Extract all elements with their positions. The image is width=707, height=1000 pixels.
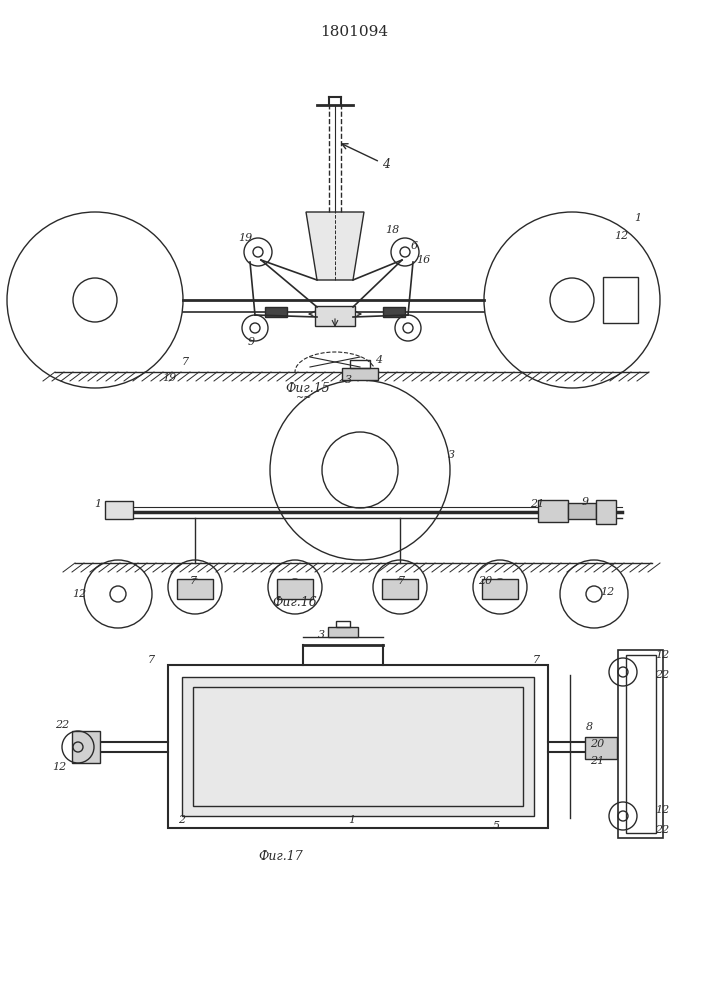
- Text: 22: 22: [655, 670, 670, 680]
- Text: 22: 22: [655, 825, 670, 835]
- Text: 1: 1: [634, 213, 641, 223]
- Text: 9: 9: [582, 497, 589, 507]
- Bar: [585, 737, 617, 759]
- Text: 12: 12: [614, 231, 629, 241]
- Text: Фиг.16: Фиг.16: [272, 596, 317, 609]
- Text: ~~: ~~: [296, 393, 312, 402]
- Bar: [168, 665, 548, 828]
- Text: 3: 3: [448, 450, 455, 460]
- Bar: [342, 368, 378, 380]
- Text: 20: 20: [478, 576, 492, 586]
- Text: 6: 6: [411, 241, 418, 251]
- Text: 3: 3: [345, 375, 352, 385]
- Text: 2: 2: [178, 815, 185, 825]
- Text: 16: 16: [416, 255, 431, 265]
- Text: 22: 22: [55, 720, 69, 730]
- Text: 18: 18: [385, 225, 399, 235]
- Text: 4: 4: [382, 158, 390, 172]
- Polygon shape: [306, 212, 364, 280]
- Bar: [603, 277, 638, 323]
- Text: 12: 12: [655, 650, 670, 660]
- Text: 4: 4: [375, 355, 382, 365]
- Bar: [193, 687, 523, 806]
- Text: Фиг.15: Фиг.15: [285, 381, 329, 394]
- Text: 7: 7: [182, 357, 189, 367]
- Text: 21: 21: [530, 499, 544, 509]
- Text: 12: 12: [600, 587, 614, 597]
- Text: 12: 12: [655, 805, 670, 815]
- Text: 7: 7: [148, 655, 155, 665]
- Text: 1801094: 1801094: [320, 25, 388, 39]
- Text: 5: 5: [493, 821, 500, 831]
- Bar: [72, 731, 100, 763]
- Text: 12: 12: [72, 589, 86, 599]
- Bar: [328, 627, 358, 637]
- Bar: [265, 307, 287, 317]
- Bar: [382, 579, 418, 599]
- Text: 12: 12: [52, 762, 66, 772]
- Text: 19: 19: [238, 233, 252, 243]
- Text: 3: 3: [318, 630, 325, 640]
- Bar: [350, 360, 370, 368]
- Text: 9: 9: [248, 337, 255, 347]
- Bar: [568, 503, 596, 519]
- Bar: [105, 501, 133, 519]
- Bar: [482, 579, 518, 599]
- Text: 1: 1: [348, 815, 355, 825]
- Bar: [383, 307, 405, 317]
- Bar: [596, 500, 616, 524]
- Bar: [626, 655, 656, 833]
- Text: 7: 7: [190, 576, 197, 586]
- Text: 1: 1: [94, 499, 101, 509]
- Text: 7: 7: [398, 576, 405, 586]
- Text: 19: 19: [162, 373, 176, 383]
- Text: 21: 21: [590, 756, 604, 766]
- Bar: [277, 579, 313, 599]
- Text: 20: 20: [590, 739, 604, 749]
- Text: 7: 7: [533, 655, 540, 665]
- Bar: [315, 306, 355, 326]
- Bar: [538, 500, 568, 522]
- Bar: [182, 677, 534, 816]
- Text: Фиг.17: Фиг.17: [258, 850, 303, 862]
- Bar: [177, 579, 213, 599]
- Bar: [336, 621, 350, 627]
- Bar: [618, 650, 663, 838]
- Text: 8: 8: [586, 722, 593, 732]
